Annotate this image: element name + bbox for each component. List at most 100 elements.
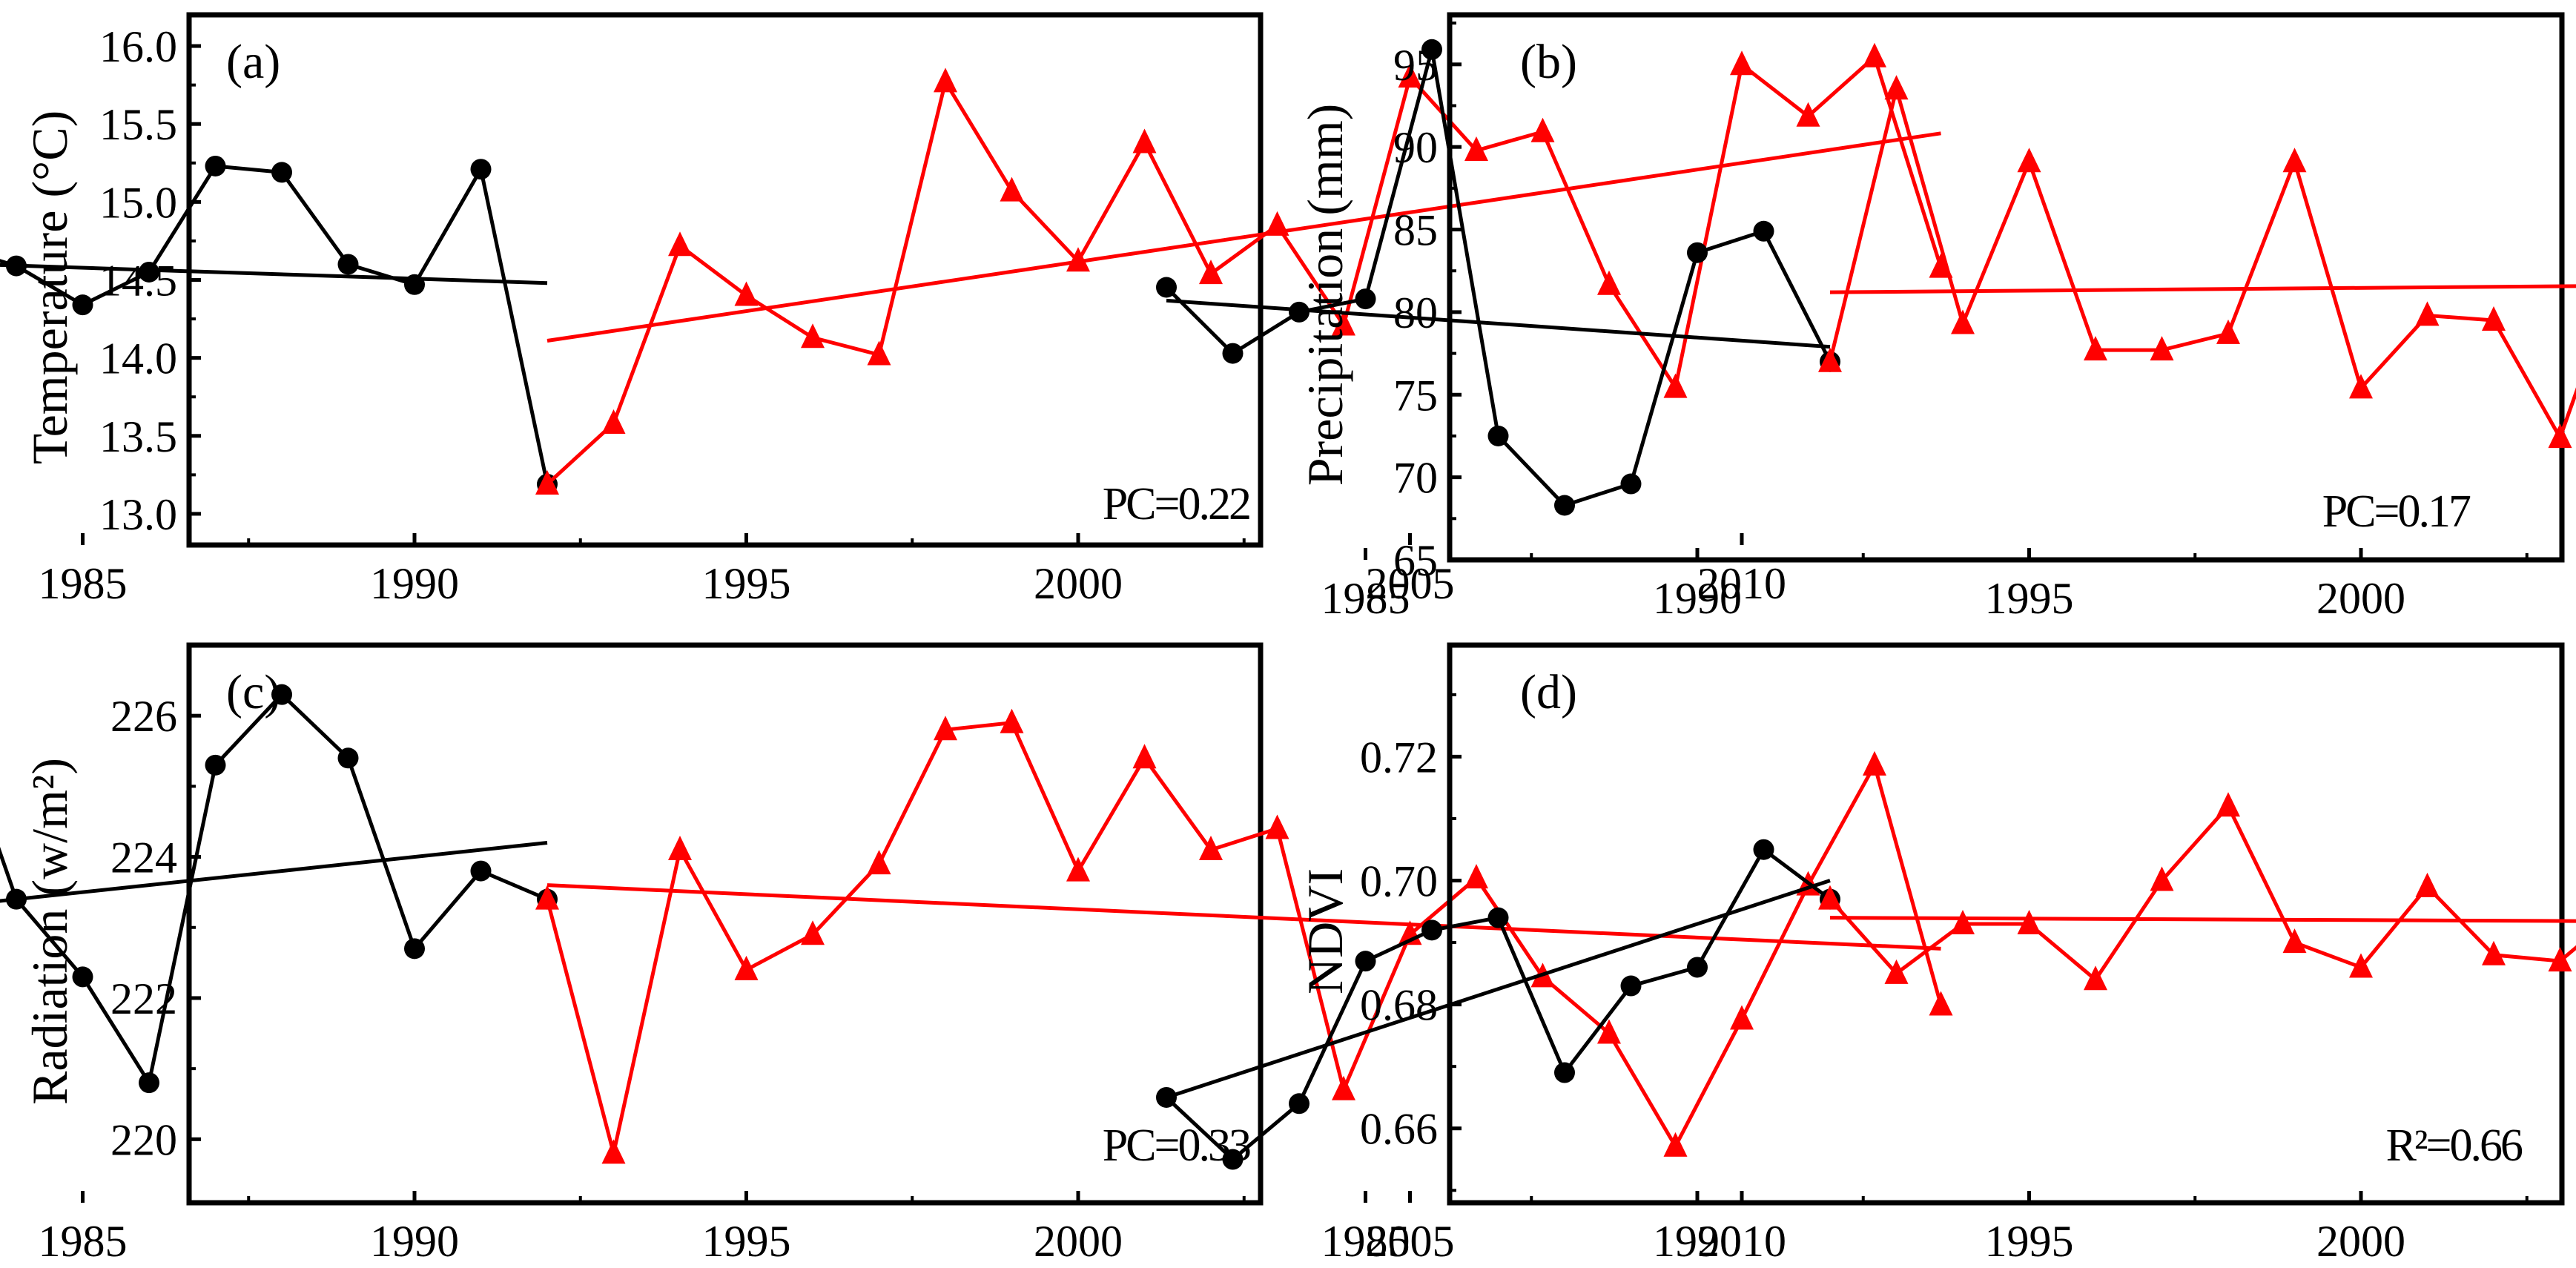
trend-line	[1829, 284, 2576, 294]
data-point	[2482, 306, 2506, 331]
y-tick-label: 0.70	[1360, 857, 1438, 906]
data-point	[1730, 1005, 1754, 1030]
x-tick-label: 1995	[1985, 574, 2074, 623]
panel-label: (d)	[1520, 665, 1577, 719]
data-point	[1884, 75, 1909, 100]
x-tick-label: 1985	[39, 1217, 128, 1266]
data-point	[1687, 957, 1708, 978]
data-point	[1554, 1062, 1575, 1083]
data-point	[2282, 148, 2307, 173]
data-point	[2349, 374, 2373, 399]
data-point	[1421, 39, 1442, 60]
data-point	[404, 938, 425, 960]
trend-line	[546, 131, 1941, 343]
data-point	[1597, 270, 1621, 295]
data-point	[2216, 319, 2240, 344]
data-point	[734, 281, 759, 306]
series-line	[0, 164, 549, 485]
data-point	[337, 254, 359, 275]
trend-line	[0, 262, 548, 285]
y-tick-label: 16.0	[99, 22, 177, 71]
x-tick-label: 2000	[1034, 559, 1123, 608]
data-point	[535, 885, 559, 910]
data-point	[2548, 423, 2572, 449]
data-point	[1398, 63, 1422, 88]
x-tick-label: 1985	[1321, 574, 1410, 623]
y-tick-label: 15.5	[99, 100, 177, 149]
data-point	[271, 162, 292, 183]
data-point	[1663, 1132, 1688, 1157]
series-line	[1828, 82, 2576, 443]
data-point	[1796, 102, 1820, 127]
data-point	[1620, 473, 1642, 495]
y-tick-label: 0.72	[1360, 733, 1438, 782]
panel-d: 1985199019952000200520100.660.680.700.72…	[1156, 642, 2576, 1266]
data-point	[1421, 919, 1442, 941]
series-line	[0, 692, 548, 1088]
data-point	[72, 294, 93, 316]
panel-label: (b)	[1520, 35, 1577, 89]
data-point	[668, 836, 692, 861]
data-point	[1530, 117, 1555, 142]
y-tick-label: 224	[110, 833, 177, 882]
series-black	[0, 155, 558, 495]
y-tick-label: 14.0	[99, 334, 177, 383]
data-point	[1818, 347, 1842, 372]
data-point	[934, 67, 957, 93]
series-red	[1818, 792, 2576, 991]
series-black	[0, 684, 558, 1094]
y-tick-label: 75	[1393, 371, 1438, 420]
data-point	[2084, 965, 2107, 991]
data-point	[867, 340, 891, 366]
data-point	[1289, 301, 1310, 323]
stat-annotation: PC=0.17	[2322, 486, 2471, 537]
data-point	[139, 1072, 159, 1094]
y-axis-label: Radiation (w/m²)	[22, 758, 78, 1105]
panel-c: 1985 1990 1995 2000 2005 2010220222224226Radi…	[0, 642, 1953, 1266]
x-tick-label: 2000	[2316, 574, 2405, 623]
series-red	[535, 42, 1953, 495]
x-tick-label: 2000	[2316, 1217, 2405, 1266]
data-point	[867, 850, 891, 875]
series-line	[546, 53, 1943, 486]
data-point	[1265, 211, 1289, 236]
y-tick-label: 226	[110, 692, 177, 741]
y-axis-label: NDVI	[1297, 868, 1353, 994]
x-tick-label: 1995	[1985, 1217, 2074, 1266]
data-point	[1156, 277, 1177, 298]
data-point	[1597, 1019, 1621, 1044]
data-point	[1554, 495, 1575, 516]
y-tick-label: 220	[110, 1115, 177, 1164]
series-red	[535, 708, 1953, 1164]
data-point	[2548, 947, 2572, 972]
data-point	[1951, 309, 1975, 334]
trend-line	[1166, 879, 1831, 1100]
data-point	[2349, 953, 2373, 978]
data-point	[1487, 425, 1509, 446]
data-point	[1289, 1093, 1310, 1115]
panel-label: (a)	[226, 35, 280, 89]
data-point	[1222, 1149, 1244, 1170]
x-tick-label: 2010	[1697, 1217, 1786, 1266]
data-point	[337, 747, 359, 769]
data-point	[1753, 220, 1774, 242]
y-tick-label: 0.66	[1360, 1105, 1438, 1154]
data-point	[934, 716, 957, 741]
data-point	[1332, 1075, 1355, 1100]
x-tick-label: 1990	[370, 1217, 459, 1266]
x-tick-label: 2005	[1366, 1217, 1455, 1266]
data-point	[1222, 343, 1244, 364]
data-point	[1663, 373, 1688, 398]
x-tick-label: 2010	[1697, 559, 1786, 608]
x-tick-label: 2005	[1366, 559, 1455, 608]
plot-frame	[186, 642, 1264, 1206]
data-point	[1753, 839, 1774, 860]
trend-line	[546, 883, 1941, 951]
data-point	[1199, 836, 1223, 861]
data-point	[1000, 708, 1024, 733]
x-tick-label: 2000	[1034, 1217, 1123, 1266]
data-point	[1863, 42, 1886, 67]
data-point	[470, 860, 492, 882]
stat-annotation: R²=0.66	[2386, 1120, 2523, 1171]
series-black	[1156, 839, 1840, 1170]
